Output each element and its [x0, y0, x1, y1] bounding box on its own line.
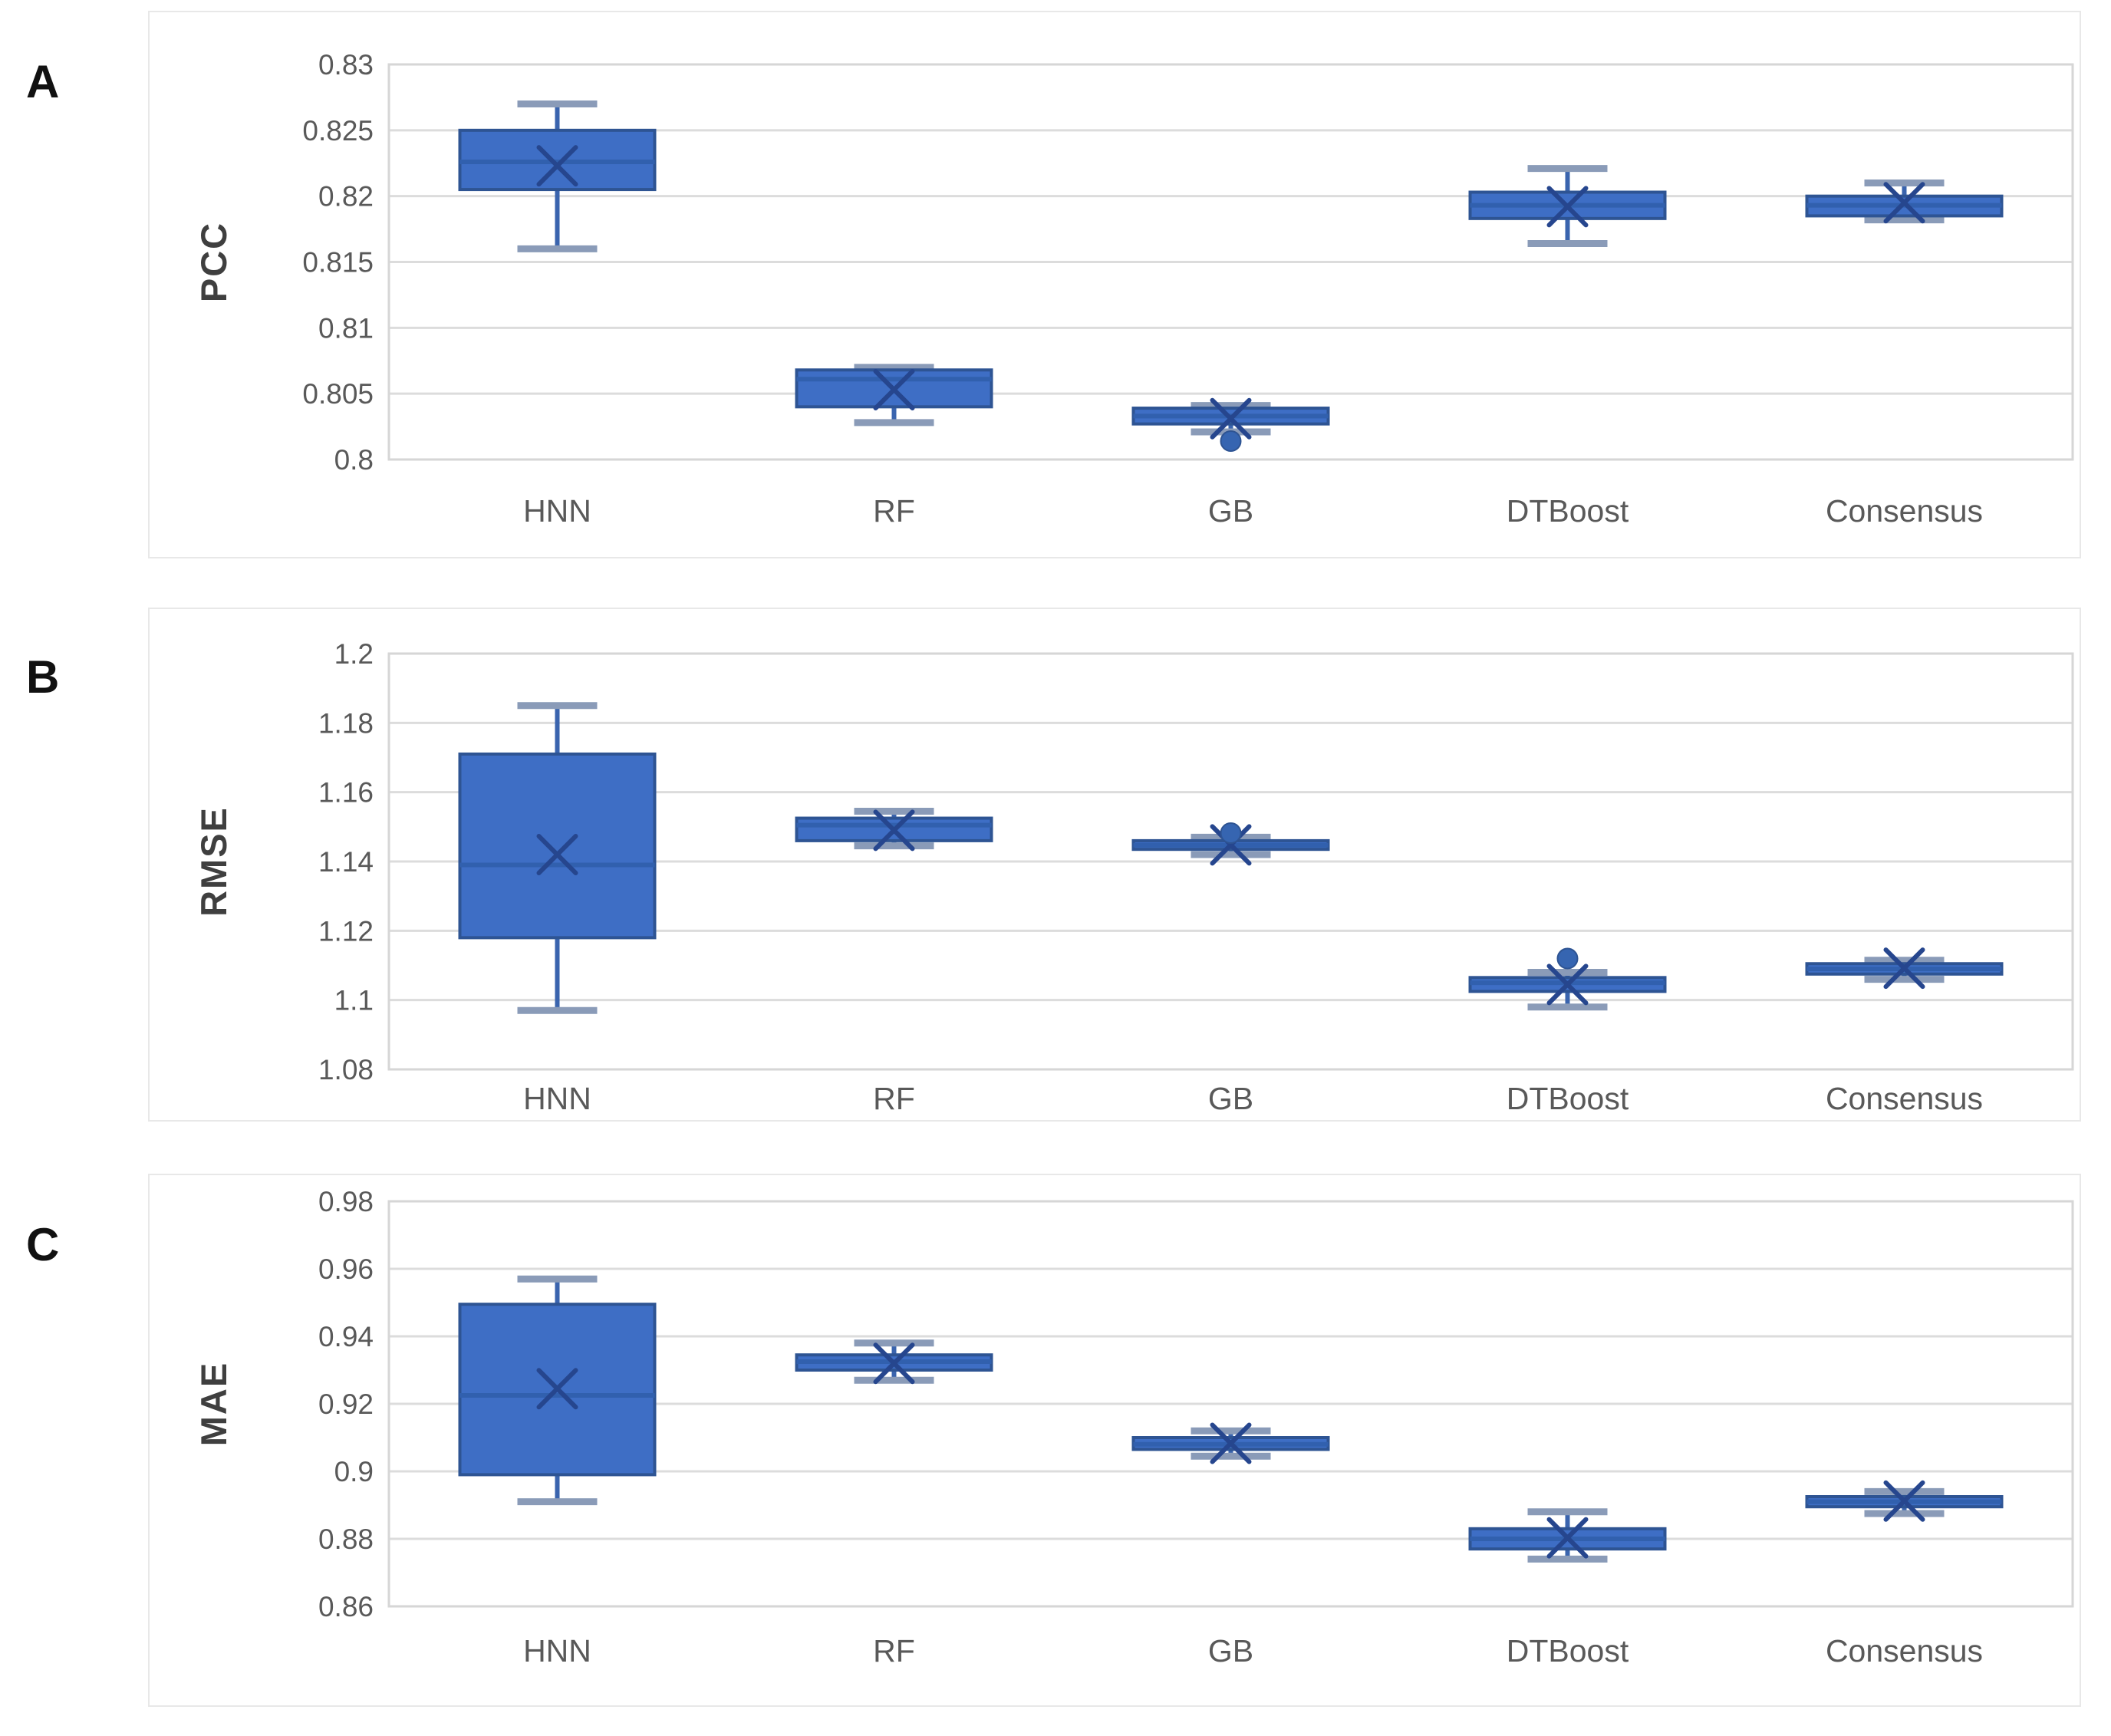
- box-group-Consensus: [1805, 947, 2004, 990]
- mean-marker: [873, 809, 915, 852]
- y-tick-label: 1.2: [334, 638, 374, 670]
- panel-card-rmse: 1.08 1.1 1.12 1.14 1.16 1.18 1.2 RMSE HNN RF GB DTB…: [148, 608, 2081, 1122]
- x-category-label: DTBoost: [1507, 493, 1629, 529]
- mean-marker: [873, 369, 915, 411]
- mean-marker: [1546, 1517, 1589, 1559]
- y-tick-label: 0.96: [318, 1253, 374, 1285]
- mean-marker: [536, 145, 578, 187]
- panel-label-a: A: [26, 56, 60, 107]
- iqr-box: [458, 752, 657, 940]
- panel-label-b: B: [26, 651, 60, 703]
- outlier-point: [1220, 430, 1242, 452]
- box-group-HNN: [458, 1275, 657, 1506]
- x-category-label: GB: [1208, 1633, 1253, 1668]
- y-tick-label: 1.08: [318, 1054, 374, 1085]
- box-group-GB: [1131, 1422, 1330, 1464]
- mean-marker: [1210, 1422, 1252, 1464]
- y-tick-label: 0.9: [334, 1456, 374, 1487]
- plot-area-border: [387, 63, 2074, 461]
- boxplot-rmse: 1.08 1.1 1.12 1.14 1.16 1.18 1.2 RMSE HNN RF GB DTB…: [193, 638, 2074, 1116]
- y-tick-label: 1.18: [318, 707, 374, 739]
- x-category-label: HNN: [523, 1633, 591, 1668]
- y-tick-label: 0.88: [318, 1524, 374, 1555]
- y-tick-label: 0.94: [318, 1321, 374, 1352]
- y-tick-label: 0.815: [302, 247, 374, 278]
- y-tick-label: 0.805: [302, 378, 374, 410]
- mean-marker: [1210, 397, 1252, 440]
- mean-marker: [873, 1342, 915, 1385]
- x-category-label: RF: [873, 493, 915, 529]
- y-axis-title: PCC: [193, 222, 234, 302]
- iqr-box: [795, 368, 993, 409]
- y-tick-label: 0.82: [318, 181, 374, 212]
- mean-marker: [1883, 182, 1925, 224]
- x-category-label: HNN: [523, 1081, 591, 1116]
- x-category-label: GB: [1208, 493, 1253, 529]
- outlier-point: [1220, 822, 1242, 844]
- x-category-label: DTBoost: [1507, 1081, 1629, 1116]
- panel-card-pcc: 0.8 0.805 0.81 0.815 0.82 0.825 0.83 PCC HNN RF GB…: [148, 11, 2081, 558]
- mean-marker: [1883, 1480, 1925, 1522]
- plot-area-border: [387, 652, 2074, 1071]
- box-group-Consensus: [1805, 180, 2004, 224]
- box-group-Consensus: [1805, 1480, 2004, 1522]
- plot-area-border: [387, 1200, 2074, 1608]
- y-tick-label: 0.98: [318, 1186, 374, 1217]
- y-tick-label: 1.12: [318, 915, 374, 947]
- boxplot-pcc: 0.8 0.805 0.81 0.815 0.82 0.825 0.83 PCC HNN RF GB…: [193, 49, 2074, 529]
- box-group-RF: [795, 1339, 993, 1385]
- x-category-label: RF: [873, 1633, 915, 1668]
- y-tick-label: 1.16: [318, 777, 374, 809]
- box-group-DTBoost: [1468, 947, 1667, 1011]
- x-category-label: GB: [1208, 1081, 1253, 1116]
- mean-marker: [1883, 947, 1925, 990]
- y-axis-title: MAE: [193, 1362, 234, 1446]
- x-category-label: RF: [873, 1081, 915, 1116]
- y-tick-label: 0.8: [334, 444, 374, 476]
- y-tick-label: 0.83: [318, 49, 374, 81]
- x-category-label: DTBoost: [1507, 1633, 1629, 1668]
- box-group-HNN: [458, 100, 657, 252]
- mean-marker: [536, 833, 578, 875]
- box-group-RF: [795, 364, 993, 427]
- box-group-GB: [1131, 397, 1330, 452]
- box-group-DTBoost: [1468, 165, 1667, 247]
- boxplot-mae: 0.86 0.88 0.9 0.92 0.94 0.96 0.98 MAE HNN RF GB DTB…: [193, 1186, 2074, 1668]
- mean-marker: [536, 1368, 578, 1410]
- x-category-label: HNN: [523, 493, 591, 529]
- x-category-label: Consensus: [1826, 1081, 1983, 1116]
- x-category-label: Consensus: [1826, 1633, 1983, 1668]
- x-category-label: Consensus: [1826, 493, 1983, 529]
- mean-marker: [1210, 824, 1252, 866]
- box-group-RF: [795, 808, 993, 852]
- panel-card-mae: 0.86 0.88 0.9 0.92 0.94 0.96 0.98 MAE HNN RF GB DTB…: [148, 1174, 2081, 1707]
- box-group-HNN: [458, 702, 657, 1014]
- y-tick-label: 0.825: [302, 115, 374, 147]
- outlier-point: [1556, 947, 1579, 970]
- y-tick-label: 0.92: [318, 1388, 374, 1420]
- panel-label-c: C: [26, 1219, 60, 1270]
- box-group-GB: [1131, 822, 1330, 866]
- mean-marker: [1546, 964, 1589, 1006]
- box-group-DTBoost: [1468, 1508, 1667, 1563]
- y-tick-label: 1.14: [318, 846, 374, 878]
- mean-marker: [1546, 186, 1589, 228]
- y-axis-title: RMSE: [193, 806, 234, 917]
- y-tick-label: 0.86: [318, 1591, 374, 1622]
- y-tick-label: 0.81: [318, 312, 374, 344]
- y-tick-label: 1.1: [334, 985, 374, 1016]
